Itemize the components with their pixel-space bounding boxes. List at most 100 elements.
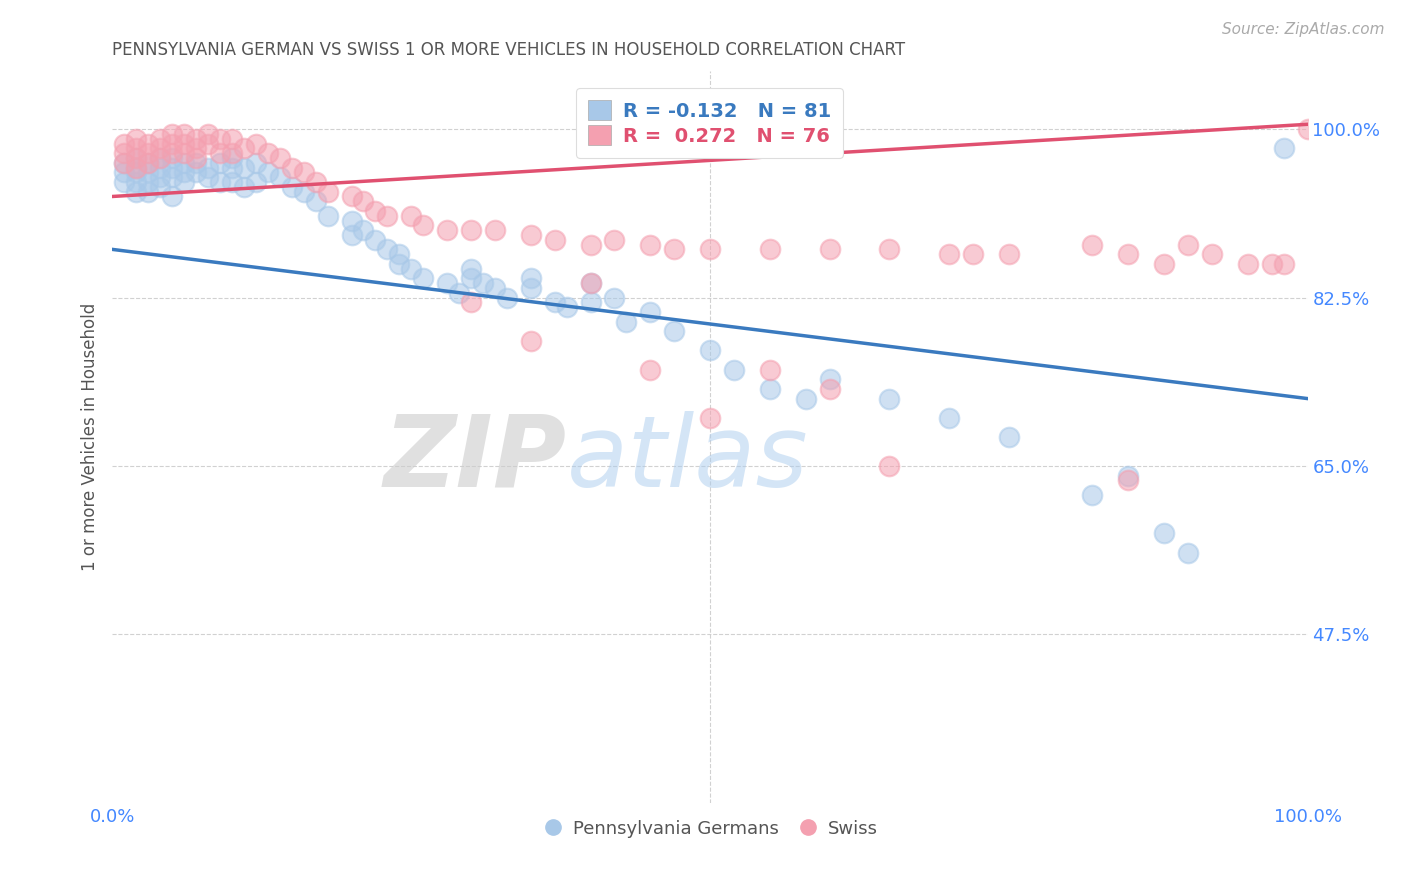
Point <box>377 243 399 257</box>
Point <box>186 151 208 165</box>
Point <box>640 362 662 376</box>
Point <box>879 243 901 257</box>
Point <box>162 127 183 141</box>
Point <box>460 271 482 285</box>
Legend: Pennsylvania Germans, Swiss: Pennsylvania Germans, Swiss <box>536 813 884 845</box>
Point <box>221 146 243 161</box>
Point <box>269 170 291 185</box>
Point <box>305 175 328 189</box>
Point <box>664 243 686 257</box>
Point <box>149 132 172 146</box>
Point <box>1177 545 1199 559</box>
Point <box>162 151 183 165</box>
Point <box>162 146 183 161</box>
Point <box>173 155 195 169</box>
Point <box>125 141 148 155</box>
Point <box>879 392 901 406</box>
Point <box>186 155 208 169</box>
Point <box>699 243 721 257</box>
Point <box>305 194 328 209</box>
Point <box>640 237 662 252</box>
Point <box>197 170 219 185</box>
Point <box>1261 257 1284 271</box>
Point <box>114 136 135 151</box>
Point <box>245 155 267 169</box>
Point <box>998 430 1021 444</box>
Point <box>114 155 135 169</box>
Point <box>1153 526 1175 541</box>
Point <box>269 151 291 165</box>
Point <box>149 151 172 165</box>
Point <box>114 175 135 189</box>
Point <box>460 295 482 310</box>
Point <box>520 271 543 285</box>
Point <box>114 165 135 179</box>
Point <box>197 161 219 175</box>
Point <box>173 127 195 141</box>
Point <box>209 155 232 169</box>
Point <box>292 165 315 179</box>
Point <box>603 233 626 247</box>
Point <box>401 261 423 276</box>
Point <box>162 161 183 175</box>
Point <box>281 179 304 194</box>
Point <box>138 146 160 161</box>
Point <box>484 281 506 295</box>
Point <box>233 161 256 175</box>
Point <box>245 136 267 151</box>
Point <box>1296 122 1319 136</box>
Point <box>759 362 782 376</box>
Point <box>484 223 506 237</box>
Point <box>149 161 172 175</box>
Point <box>603 291 626 305</box>
Point <box>364 203 387 218</box>
Point <box>1201 247 1223 261</box>
Y-axis label: 1 or more Vehicles in Household: 1 or more Vehicles in Household <box>80 303 98 571</box>
Point <box>579 237 602 252</box>
Point <box>1272 141 1295 155</box>
Point <box>138 185 160 199</box>
Point <box>340 227 363 242</box>
Point <box>138 165 160 179</box>
Point <box>125 185 148 199</box>
Point <box>173 175 195 189</box>
Point <box>388 247 411 261</box>
Point <box>221 151 243 165</box>
Point <box>699 410 721 425</box>
Point <box>186 141 208 155</box>
Point <box>114 146 135 161</box>
Text: Source: ZipAtlas.com: Source: ZipAtlas.com <box>1222 22 1385 37</box>
Point <box>460 261 482 276</box>
Point <box>114 155 135 169</box>
Point <box>616 315 638 329</box>
Point <box>125 161 148 175</box>
Point <box>340 189 363 203</box>
Point <box>818 382 841 396</box>
Text: ZIP: ZIP <box>384 410 567 508</box>
Point <box>962 247 984 261</box>
Point <box>377 209 399 223</box>
Point <box>436 276 458 290</box>
Point <box>245 175 267 189</box>
Point <box>472 276 495 290</box>
Point <box>352 194 374 209</box>
Point <box>125 151 148 165</box>
Point <box>364 233 387 247</box>
Point <box>221 161 243 175</box>
Point <box>233 179 256 194</box>
Point <box>197 136 219 151</box>
Point <box>125 132 148 146</box>
Point <box>412 219 434 233</box>
Point <box>1081 237 1104 252</box>
Point <box>436 223 458 237</box>
Point <box>1272 257 1295 271</box>
Point <box>664 324 686 338</box>
Point <box>221 175 243 189</box>
Point <box>149 151 172 165</box>
Point <box>579 276 602 290</box>
Point <box>138 155 160 169</box>
Point <box>543 295 565 310</box>
Point <box>543 233 565 247</box>
Point <box>818 243 841 257</box>
Point <box>149 141 172 155</box>
